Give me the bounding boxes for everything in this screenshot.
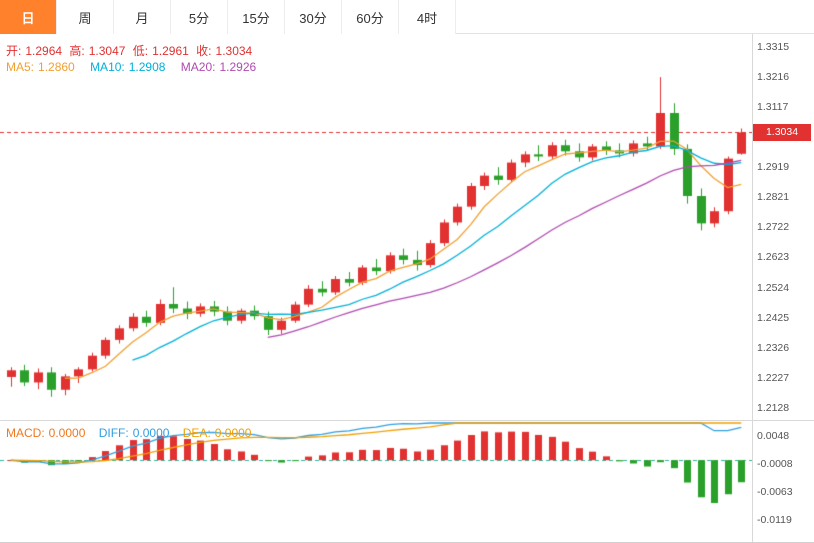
price-axis-label: 1.2425 [757,311,790,324]
last-price-badge: 1.3034 [753,124,811,142]
macd-axis-label: -0.0063 [757,485,793,498]
price-axis-label: 1.2821 [757,191,790,204]
close-value: 1.3034 [215,44,253,58]
ma5-value: 1.2860 [38,60,75,74]
price-chart-canvas[interactable] [0,34,752,421]
low-label: 低: [132,44,149,58]
tab-5min[interactable]: 5分 [171,0,228,34]
price-axis-label: 1.3117 [757,101,789,114]
macd-panel: MACD: 0.0000 DIFF: 0.0000 DEA: 0.0000 0.004… [0,421,814,542]
ohlc-info: 开: 1.2964 高: 1.3047 低: 1.2961 收: 1.3034 [6,42,256,59]
price-axis-label: 1.2326 [757,341,790,354]
high-value: 1.3047 [88,44,126,58]
high-label: 高: [69,44,85,58]
tab-15min[interactable]: 15分 [228,0,285,34]
ma5-label: MA5: [6,60,35,74]
tab-month[interactable]: 月 [114,0,171,34]
ma10-label: MA10: [90,60,125,74]
price-axis-label: 1.2524 [757,281,790,294]
open-label: 开: [6,44,22,58]
ma20-label: MA20: [180,60,216,74]
macd-axis-label: 0.0048 [757,430,790,442]
ma10-value: 1.2908 [128,60,166,74]
macd-info: MACD: 0.0000 DIFF: 0.0000 DEA: 0.0000 [6,426,255,440]
diff-value: 0.0000 [132,426,170,440]
macd-axis-label: -0.0008 [757,458,793,471]
dea-label: DEA: [182,426,211,440]
timeframe-toolbar: 日 周 月 5分 15分 30分 60分 4时 [0,0,814,34]
macd-chart-canvas[interactable] [0,421,752,542]
price-chart-panel: 开: 1.2964 高: 1.3047 低: 1.2961 收: 1.3034 MA5:… [0,34,814,421]
price-axis-label: 1.2623 [757,251,790,264]
ma20-value: 1.2926 [219,60,257,74]
price-axis-label: 1.2919 [757,161,790,174]
dea-value: 0.0000 [214,426,252,440]
macd-label: MACD: [6,426,45,440]
tab-week[interactable]: 周 [57,0,114,34]
diff-label: DIFF: [98,426,129,440]
tab-60min[interactable]: 60分 [342,0,399,34]
open-value: 1.2964 [25,44,63,58]
ma-info: MA5: 1.2860 MA10: 1.2908 MA20: 1.2926 [6,60,260,74]
macd-value: 0.0000 [48,426,86,440]
tab-day[interactable]: 日 [0,0,57,34]
tab-30min[interactable]: 30分 [285,0,342,34]
price-axis-label: 1.2722 [757,221,790,234]
price-axis-label: 1.3315 [757,41,790,53]
macd-axis-border [752,421,753,542]
price-axis-label: 1.2227 [757,371,790,384]
tab-4hour[interactable]: 4时 [399,0,456,34]
price-axis-label: 1.3216 [757,71,790,84]
close-label: 收: [196,44,212,58]
price-axis-border [752,34,753,420]
price-axis-label: 1.2128 [757,402,790,414]
macd-axis-label: -0.0119 [757,514,792,526]
low-value: 1.2961 [152,44,189,58]
